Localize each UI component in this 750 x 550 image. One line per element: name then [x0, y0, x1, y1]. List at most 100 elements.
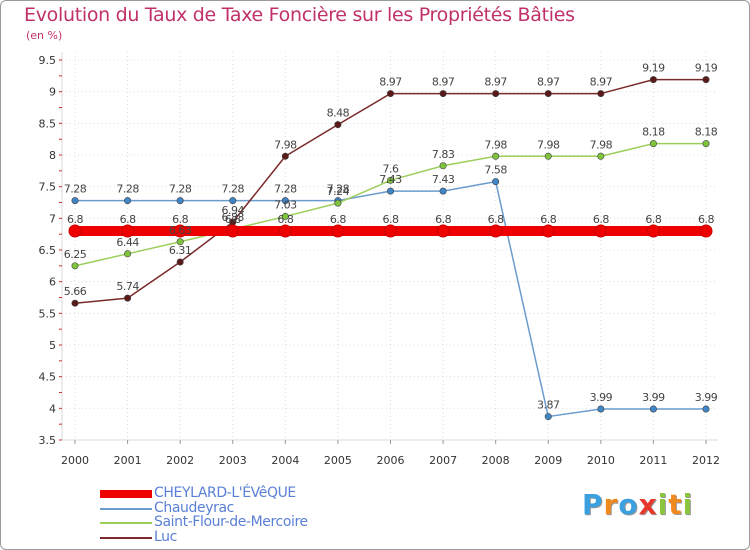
data-label: 7.98 [590, 138, 613, 151]
data-point [439, 162, 447, 170]
data-point [334, 199, 342, 207]
data-label: 8.97 [379, 76, 402, 89]
x-tick-label: 2009 [534, 454, 562, 467]
data-label: 6.31 [169, 244, 192, 257]
data-label: 5.66 [64, 285, 87, 298]
x-tick-label: 2007 [429, 454, 457, 467]
logo-letter: x [638, 488, 658, 521]
data-label: 7.83 [432, 148, 455, 161]
data-label: 7.43 [432, 173, 455, 186]
data-label: 3.99 [590, 391, 613, 404]
legend-label: CHEYLARD-L'ÉVêQUE [154, 485, 296, 501]
data-label: 3.99 [642, 391, 665, 404]
data-point [649, 140, 657, 148]
data-point [68, 224, 82, 238]
data-label: 7.03 [274, 198, 297, 211]
data-point [71, 299, 79, 307]
data-point [124, 250, 132, 258]
data-point [384, 224, 397, 238]
data-label: 6.8 [277, 213, 293, 226]
y-tick-label: 8.5 [39, 117, 57, 130]
data-point [71, 262, 79, 270]
y-tick-label: 9 [49, 86, 56, 99]
x-tick-label: 2006 [377, 454, 405, 467]
y-tick-label: 6.5 [39, 244, 57, 257]
y-tick-label: 5 [49, 339, 56, 352]
data-point [386, 187, 394, 195]
data-point [176, 238, 184, 246]
data-label: 8.97 [537, 76, 560, 89]
data-label: 6.8 [172, 213, 188, 226]
data-point [331, 224, 345, 238]
data-point [649, 405, 657, 413]
data-point [121, 224, 135, 238]
data-label: 6.44 [116, 236, 139, 249]
legend-swatch-luc [100, 536, 152, 539]
data-label: 7.28 [64, 183, 87, 196]
y-tick-label: 3.5 [39, 434, 57, 447]
data-point [594, 224, 608, 238]
data-point [124, 197, 132, 205]
data-label: 7.28 [222, 183, 245, 196]
data-label: 7.98 [537, 138, 560, 151]
data-point [71, 197, 79, 205]
y-tick-label: 6 [49, 276, 56, 289]
x-tick-label: 2002 [166, 454, 194, 467]
logo-letter: i [657, 488, 669, 521]
data-label: 6.8 [698, 213, 714, 226]
data-point [281, 212, 289, 220]
legend-swatch-chaudeyrac [100, 507, 152, 510]
data-point [173, 224, 187, 238]
data-label: 6.8 [120, 213, 136, 226]
x-tick-label: 2004 [271, 454, 299, 467]
legend-swatch-cheylard [100, 490, 152, 498]
data-point [597, 405, 605, 413]
data-label: 8.18 [695, 126, 718, 139]
legend-label: Luc [154, 528, 177, 545]
y-tick-label: 9.5 [39, 54, 57, 67]
data-point [124, 294, 132, 302]
data-label: 8.97 [484, 76, 507, 89]
data-label: 8.97 [432, 76, 455, 89]
data-label: 5.74 [116, 280, 139, 293]
x-tick-label: 2000 [61, 454, 89, 467]
data-label: 6.83 [222, 211, 245, 224]
y-tick-label: 4.5 [39, 371, 57, 384]
data-label: 8.97 [590, 76, 613, 89]
logo-letter: o [618, 488, 639, 521]
data-label: 6.8 [645, 213, 661, 226]
data-label: 7.28 [327, 183, 350, 196]
data-point [492, 152, 500, 160]
chart-title: Evolution du Taux de Taxe Foncière sur l… [24, 4, 575, 26]
data-label: 6.8 [540, 213, 556, 226]
data-point [702, 140, 710, 148]
x-tick-label: 2005 [324, 454, 352, 467]
y-tick-label: 8 [49, 149, 56, 162]
data-label: 6.8 [67, 213, 83, 226]
data-label: 6.8 [330, 213, 346, 226]
data-point [386, 90, 394, 98]
y-tick-label: 5.5 [39, 307, 57, 320]
data-label: 6.8 [435, 213, 451, 226]
data-point [492, 178, 500, 186]
proxiti-logo: Proxiti [582, 488, 693, 521]
data-label: 7.43 [379, 173, 402, 186]
data-label: 7.28 [169, 183, 192, 196]
data-label: 8.48 [327, 107, 350, 120]
y-tick-label: 7 [49, 212, 56, 225]
data-point [281, 197, 289, 205]
y-tick-label: 7.5 [39, 181, 57, 194]
legend-label: Chaudeyrac [154, 499, 234, 516]
data-point [541, 224, 555, 238]
data-point [226, 224, 240, 238]
data-point [699, 224, 713, 238]
data-label: 8.18 [642, 126, 665, 139]
data-label: 6.8 [225, 213, 241, 226]
x-tick-label: 2010 [587, 454, 615, 467]
logo-letter: t [668, 488, 683, 521]
data-label: 7.58 [484, 164, 507, 177]
data-point [544, 90, 552, 98]
data-point [544, 413, 552, 421]
